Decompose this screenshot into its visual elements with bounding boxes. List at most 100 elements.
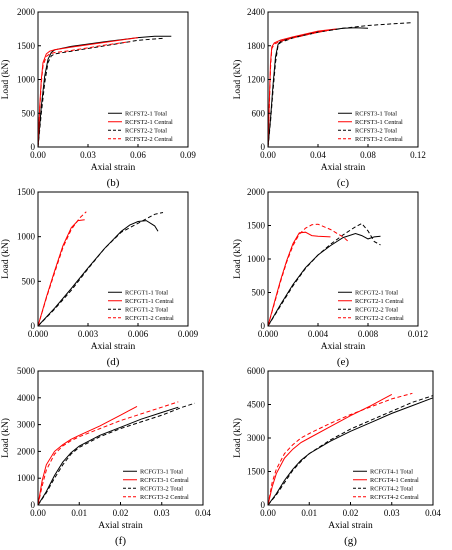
x-axis-label: Axial strain	[91, 342, 136, 352]
x-tick-label: 0.003	[78, 329, 99, 339]
y-tick-label: 500	[22, 108, 36, 118]
x-tick-label: 0.000	[28, 329, 49, 339]
y-tick-label: 0	[261, 142, 266, 152]
x-tick-label: 0.02	[113, 508, 129, 518]
x-tick-label: 0.00	[30, 150, 46, 160]
y-tick-label: 1000	[17, 75, 36, 85]
y-tick-label: 0	[261, 321, 266, 331]
y-tick-label: 1500	[17, 41, 36, 51]
series-line	[37, 401, 179, 506]
y-tick-label: 0	[261, 500, 266, 510]
legend-label: RCFST3-1 Total	[355, 111, 397, 118]
legend-label: RCFGT3-1 Total	[140, 469, 183, 476]
x-tick-label: 0.02	[343, 508, 359, 518]
x-tick-label: 0.006	[128, 329, 149, 339]
x-tick-label: 0.06	[130, 150, 146, 160]
y-axis-label: Load (kN)	[232, 418, 243, 458]
x-tick-label: 0.00	[30, 508, 46, 518]
series-line	[267, 395, 434, 506]
x-axis-label: Axial strain	[91, 163, 136, 173]
y-tick-label: 500	[22, 276, 36, 286]
legend-label: RCFST2-1 Central	[125, 119, 173, 126]
series-line	[267, 231, 331, 327]
y-tick-label: 2000	[17, 7, 36, 17]
x-axis-label: Axial strain	[328, 521, 373, 531]
y-tick-label: 3000	[247, 433, 266, 443]
legend-label: RCFGT2-1 Total	[355, 290, 398, 297]
plot-frame	[37, 191, 189, 327]
series-line	[267, 29, 331, 148]
y-tick-label: 6000	[247, 366, 266, 376]
legend-label: RCFGT2-2 Total	[355, 307, 398, 314]
chart-panel: 0.00 0.01 0.02 0.03 0.04 0 1000 2000 3000 4000 500…	[0, 366, 211, 547]
y-tick-label: 4000	[17, 393, 36, 403]
legend-label: RCFST3-2 Central	[355, 136, 403, 143]
chart-panel: 0.00 0.01 0.02 0.03 0.04 0 1500 3000 4500 6000 Axi…	[232, 366, 441, 547]
x-tick-label: 0.00	[260, 150, 276, 160]
chart-panel: 0.000 0.003 0.006 0.009 0 500 1000 1500 Axial st…	[0, 187, 199, 368]
legend-label: RCFGT1-2 Total	[125, 307, 168, 314]
legend-label: RCFGT1-2 Central	[125, 315, 174, 322]
legend-label: RCFGT4-2 Central	[370, 494, 419, 501]
y-tick-label: 1200	[247, 75, 266, 85]
y-tick-label: 3000	[17, 420, 36, 430]
legend-label: RCFST2-2 Total	[125, 128, 167, 135]
panel-label: (g)	[344, 535, 357, 547]
legend-label: RCFST2-1 Total	[125, 111, 167, 118]
y-tick-label: 5000	[17, 366, 36, 376]
y-tick-label: 0	[31, 142, 36, 152]
legend-label: RCFST3-2 Total	[355, 128, 397, 135]
y-tick-label: 1500	[247, 467, 266, 477]
series-line	[267, 397, 434, 506]
series-line	[267, 22, 412, 148]
y-axis-label: Load (kN)	[0, 418, 11, 458]
y-tick-label: 0	[31, 500, 36, 510]
legend-label: RCFGT4-1 Central	[370, 477, 419, 484]
series-line	[267, 222, 381, 327]
x-tick-label: 0.004	[308, 329, 329, 339]
y-tick-label: 4500	[247, 400, 266, 410]
series-line	[37, 212, 164, 327]
series-line	[37, 406, 179, 506]
legend-label: RCFST3-1 Central	[355, 119, 403, 126]
y-tick-label: 500	[252, 288, 266, 298]
y-tick-label: 1500	[247, 221, 266, 231]
legend-label: RCFGT2-1 Central	[355, 298, 404, 305]
y-axis-label: Load (kN)	[0, 239, 11, 279]
x-tick-label: 0.03	[80, 150, 96, 160]
y-axis-label: Load (kN)	[232, 60, 243, 100]
y-axis-label: Load (kN)	[0, 60, 11, 100]
x-tick-label: 0.04	[425, 508, 441, 518]
x-tick-label: 0.08	[360, 150, 376, 160]
series-line	[37, 220, 159, 327]
x-tick-label: 0.04	[310, 150, 326, 160]
panel-label: (e)	[337, 356, 350, 368]
legend-label: RCFGT4-1 Total	[370, 469, 413, 476]
x-tick-label: 0.09	[180, 150, 196, 160]
legend-label: RCFGT3-2 Central	[140, 494, 189, 501]
series-line	[37, 402, 195, 506]
y-tick-label: 1800	[247, 41, 266, 51]
series-line	[37, 37, 164, 148]
y-tick-label: 1000	[247, 254, 266, 264]
x-tick-label: 0.01	[71, 508, 87, 518]
y-tick-label: 2400	[247, 7, 266, 17]
chart-panel: 0.000 0.004 0.008 0.012 0 500 1000 1500 2000 Axia…	[232, 187, 428, 368]
x-tick-label: 0.01	[301, 508, 317, 518]
legend-label: RCFGT1-1 Total	[125, 290, 168, 297]
y-tick-label: 0	[31, 321, 36, 331]
x-tick-label: 0.000	[258, 329, 279, 339]
legend-label: RCFGT3-2 Total	[140, 486, 183, 493]
series-line	[267, 28, 337, 148]
x-axis-label: Axial strain	[321, 342, 366, 352]
series-line	[37, 211, 87, 327]
legend-label: RCFGT4-2 Total	[370, 486, 413, 493]
y-tick-label: 2000	[17, 446, 36, 456]
series-line	[37, 37, 139, 148]
